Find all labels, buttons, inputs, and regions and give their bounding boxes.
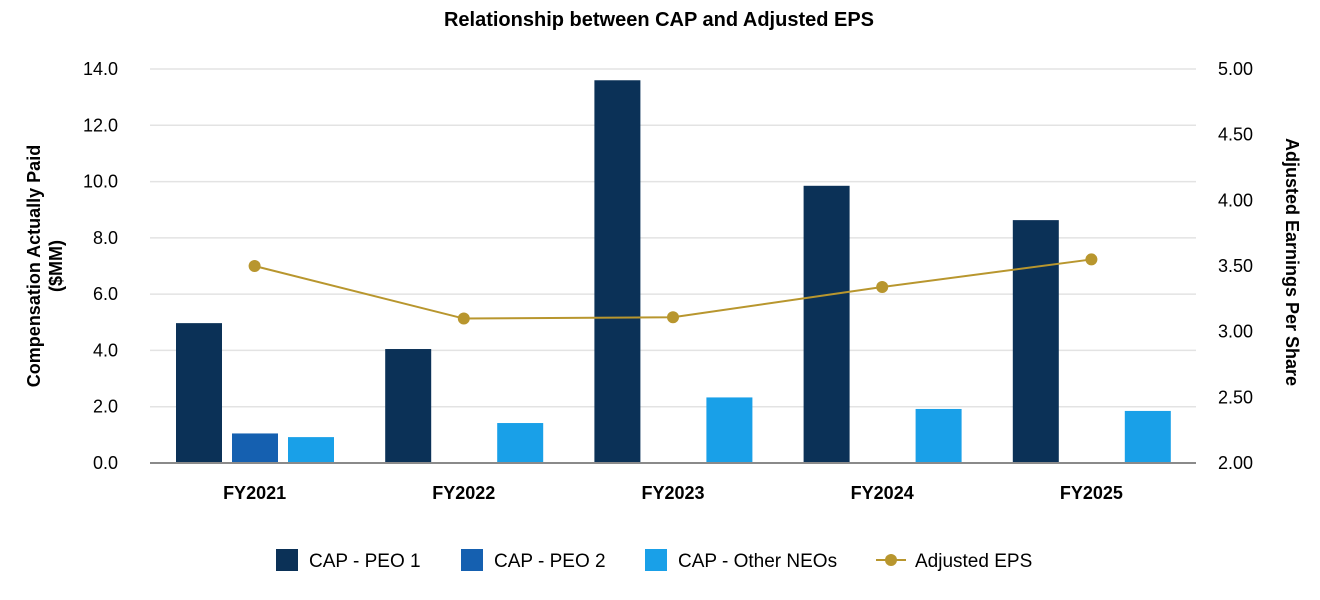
legend-swatch (276, 549, 298, 571)
bar-cap-other-neos-fy2023 (706, 397, 753, 463)
bar-cap-other-neos-fy2021 (288, 437, 334, 463)
y-axis-title: Compensation Actually Paid ($MM) (24, 145, 66, 387)
y-axis-title-line: Compensation Actually Paid (24, 145, 44, 387)
eps-point (667, 311, 679, 324)
legend-item: CAP - Other NEOs (645, 549, 837, 572)
legend-label: CAP - PEO 2 (494, 551, 606, 572)
bar-cap-peo-2-fy2021 (232, 433, 278, 463)
bar-cap-other-neos-fy2024 (915, 408, 962, 463)
bar-cap-peo-1-fy2022 (385, 349, 432, 463)
eps-line (248, 253, 1098, 325)
legend-label: CAP - Other NEOs (678, 551, 837, 572)
y-tick-label: 12.0 (83, 115, 118, 135)
x-category-label: FY2023 (641, 483, 704, 503)
y2-tick-label: 3.00 (1218, 322, 1253, 342)
x-category-label: FY2025 (1060, 483, 1123, 503)
eps-point (457, 312, 470, 325)
eps-point (1085, 253, 1098, 266)
y-tick-label: 14.0 (83, 59, 118, 79)
legend: CAP - PEO 1 CAP - PEO 2 CAP - Other NEOs Ad… (276, 549, 1032, 572)
y2-tick-label: 3.50 (1218, 256, 1253, 276)
legend-marker (885, 554, 897, 566)
gridlines (150, 68, 1196, 408)
eps-point (876, 281, 889, 294)
legend-swatch (645, 549, 667, 571)
y-tick-label: 0.0 (93, 453, 118, 473)
y2-tick-label: 4.50 (1218, 125, 1253, 145)
bar-cap-other-neos-fy2022 (497, 423, 544, 463)
y2-tick-label: 2.50 (1218, 387, 1253, 407)
legend-swatch (461, 549, 483, 571)
bar-cap-peo-1-fy2021 (176, 323, 222, 463)
y2-axis-title: Adjusted Earnings Per Share (1282, 138, 1302, 386)
bar-cap-other-neos-fy2025 (1124, 410, 1171, 463)
y2-tick-label: 2.00 (1218, 453, 1253, 473)
x-category-label: FY2021 (223, 483, 286, 503)
y-tick-label: 4.0 (93, 340, 118, 360)
eps-line-path (254, 258, 1092, 320)
x-category-label: FY2024 (851, 483, 914, 503)
legend-item: CAP - PEO 1 (276, 549, 421, 572)
y-axis-title-line: ($MM) (46, 240, 66, 292)
y2-tick-label: 4.00 (1218, 190, 1253, 210)
x-category-label: FY2022 (432, 483, 495, 503)
legend-label: Adjusted EPS (915, 551, 1032, 572)
legend-label: CAP - PEO 1 (309, 551, 421, 572)
bars (176, 80, 1171, 464)
y2-tick-label: 5.00 (1218, 59, 1253, 79)
y-tick-label: 8.0 (93, 228, 118, 248)
legend-item: Adjusted EPS (876, 551, 1032, 572)
axes: 0.0 2.0 4.0 6.0 8.0 10.0 12.0 14.0 2.00 2.50 3.00 3… (24, 59, 1302, 503)
y-tick-label: 6.0 (93, 284, 118, 304)
eps-point (248, 260, 261, 272)
chart-title: Relationship between CAP and Adjusted EP… (444, 9, 874, 31)
bar-cap-peo-1-fy2024 (803, 185, 850, 464)
bar-cap-peo-1-fy2023 (594, 80, 641, 463)
legend-item: CAP - PEO 2 (461, 549, 606, 572)
bar-cap-peo-1-fy2025 (1012, 220, 1059, 463)
y-tick-label: 2.0 (93, 397, 118, 417)
y-tick-label: 10.0 (83, 172, 118, 192)
